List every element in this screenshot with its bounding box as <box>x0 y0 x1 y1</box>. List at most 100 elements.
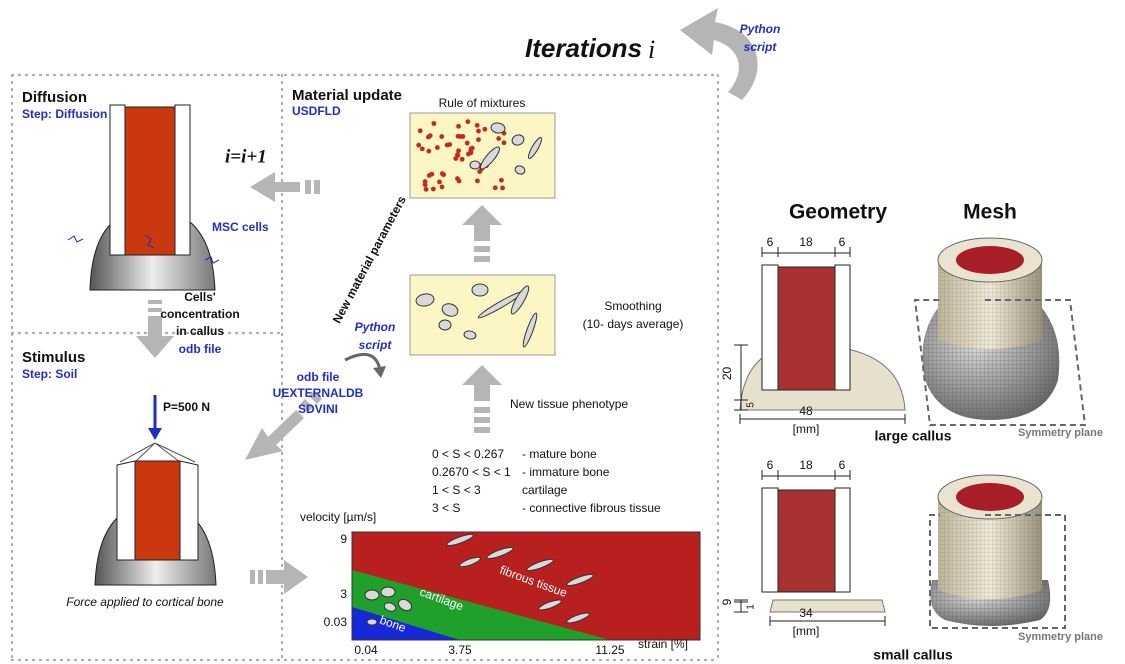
arrow <box>245 391 322 460</box>
cortex <box>761 487 779 593</box>
dot <box>416 142 422 148</box>
dot <box>455 152 460 158</box>
dot <box>434 145 440 150</box>
y-tick: 3 <box>340 587 347 601</box>
marrow <box>124 106 176 256</box>
mesh-marrow <box>956 246 1024 274</box>
cell <box>380 586 396 598</box>
dot <box>464 140 470 146</box>
dot <box>476 128 481 134</box>
symmetry-plane <box>929 514 1066 629</box>
cells <box>364 533 594 626</box>
transfer-file: odb file <box>179 342 222 356</box>
cortex <box>834 487 851 593</box>
threshold-range: 3 < S <box>432 501 460 515</box>
dot <box>500 185 505 191</box>
cortex <box>761 264 779 391</box>
dim-label: 9 <box>720 598 734 605</box>
iteration-update: i=i+1 <box>225 146 267 167</box>
marrow <box>777 266 836 391</box>
threshold-tissue: - connective fibrous tissue <box>522 501 661 515</box>
transfer-text: in callus <box>176 324 224 338</box>
dot <box>453 156 459 161</box>
script-arrow-head <box>373 366 386 378</box>
marrow <box>134 460 181 561</box>
dim-label: 20 <box>720 367 734 381</box>
unit-label: [mm] <box>793 624 820 638</box>
threshold-tissue: cartilage <box>522 483 568 497</box>
threshold-range: 0.2670 < S < 1 <box>432 465 511 479</box>
cell <box>469 160 481 170</box>
dim-line <box>761 470 851 480</box>
file-label: SDVINI <box>298 402 338 416</box>
dim-label: 48 <box>799 404 813 418</box>
dot <box>426 173 432 178</box>
script-label: script <box>359 338 393 352</box>
python-label: Python <box>740 22 781 36</box>
file-label: UEXTERNALDB <box>273 386 364 400</box>
dot <box>468 150 474 156</box>
cell <box>459 556 481 568</box>
dim-label: 34 <box>799 606 813 620</box>
dim-line <box>734 344 748 411</box>
stimulus-step: Step: Soil <box>22 367 77 381</box>
cortex <box>834 264 851 391</box>
dim-line <box>769 616 886 626</box>
dot <box>439 184 445 190</box>
stimulus-caption: Force applied to cortical bone <box>66 595 224 609</box>
dim-line <box>739 414 906 424</box>
mesh-cylinder <box>938 260 1042 349</box>
mesh-cylinder <box>938 497 1042 599</box>
dot <box>456 123 461 129</box>
arrow <box>250 172 320 202</box>
dot <box>439 171 445 177</box>
smoothing-label: Smoothing <box>604 299 661 313</box>
dot <box>437 179 442 185</box>
cell-path <box>67 234 220 264</box>
dot <box>459 156 465 162</box>
dot <box>430 186 436 192</box>
load-spread <box>119 442 196 463</box>
marrow <box>777 489 836 593</box>
symmetry-plane <box>913 299 1087 426</box>
dot <box>482 126 488 132</box>
diffusion-title: Diffusion <box>22 89 87 106</box>
y-tick: 0.03 <box>324 615 348 629</box>
dot <box>419 146 425 152</box>
transfer-text: Cells' <box>184 290 216 304</box>
thresholds: 0 < S < 0.267 - mature bone 0.2670 < S < 1… <box>432 447 661 515</box>
cell <box>438 319 452 331</box>
threshold-range: 0 < S < 0.267 <box>432 447 504 461</box>
cell <box>446 533 474 547</box>
panel-frame <box>10 73 720 662</box>
cell <box>514 165 526 175</box>
dot <box>501 140 507 146</box>
phenotype-label: New tissue phenotype <box>510 397 628 411</box>
load-head <box>148 428 162 440</box>
dot <box>444 142 450 148</box>
load-label: P=500 N <box>163 400 210 414</box>
transfer-text: concentration <box>160 307 239 321</box>
iteration-variable: i <box>648 35 655 64</box>
symmetry-label: Symmetry plane <box>1018 631 1103 643</box>
y-axis-label: velocity [µm/s] <box>300 510 376 524</box>
dot <box>456 178 462 184</box>
msc-cells: MSC cells <box>212 220 269 234</box>
python-label: Python <box>355 320 396 334</box>
dim-label: 6 <box>767 235 774 249</box>
cell <box>510 285 530 315</box>
x-axis-label: strain [%] <box>638 637 688 651</box>
dot <box>417 128 423 134</box>
cell <box>486 546 514 560</box>
x-tick: 11.25 <box>595 643 624 657</box>
dim-label: 6 <box>839 235 846 249</box>
mesh-title: Mesh <box>963 201 1017 224</box>
arrow <box>136 300 174 358</box>
dot <box>439 134 445 139</box>
threshold-range: 1 < S < 3 <box>432 483 481 497</box>
smoothing-label: (10- days average) <box>583 317 684 331</box>
cell <box>397 598 413 612</box>
dim-line <box>761 247 851 257</box>
cortex <box>109 104 126 256</box>
